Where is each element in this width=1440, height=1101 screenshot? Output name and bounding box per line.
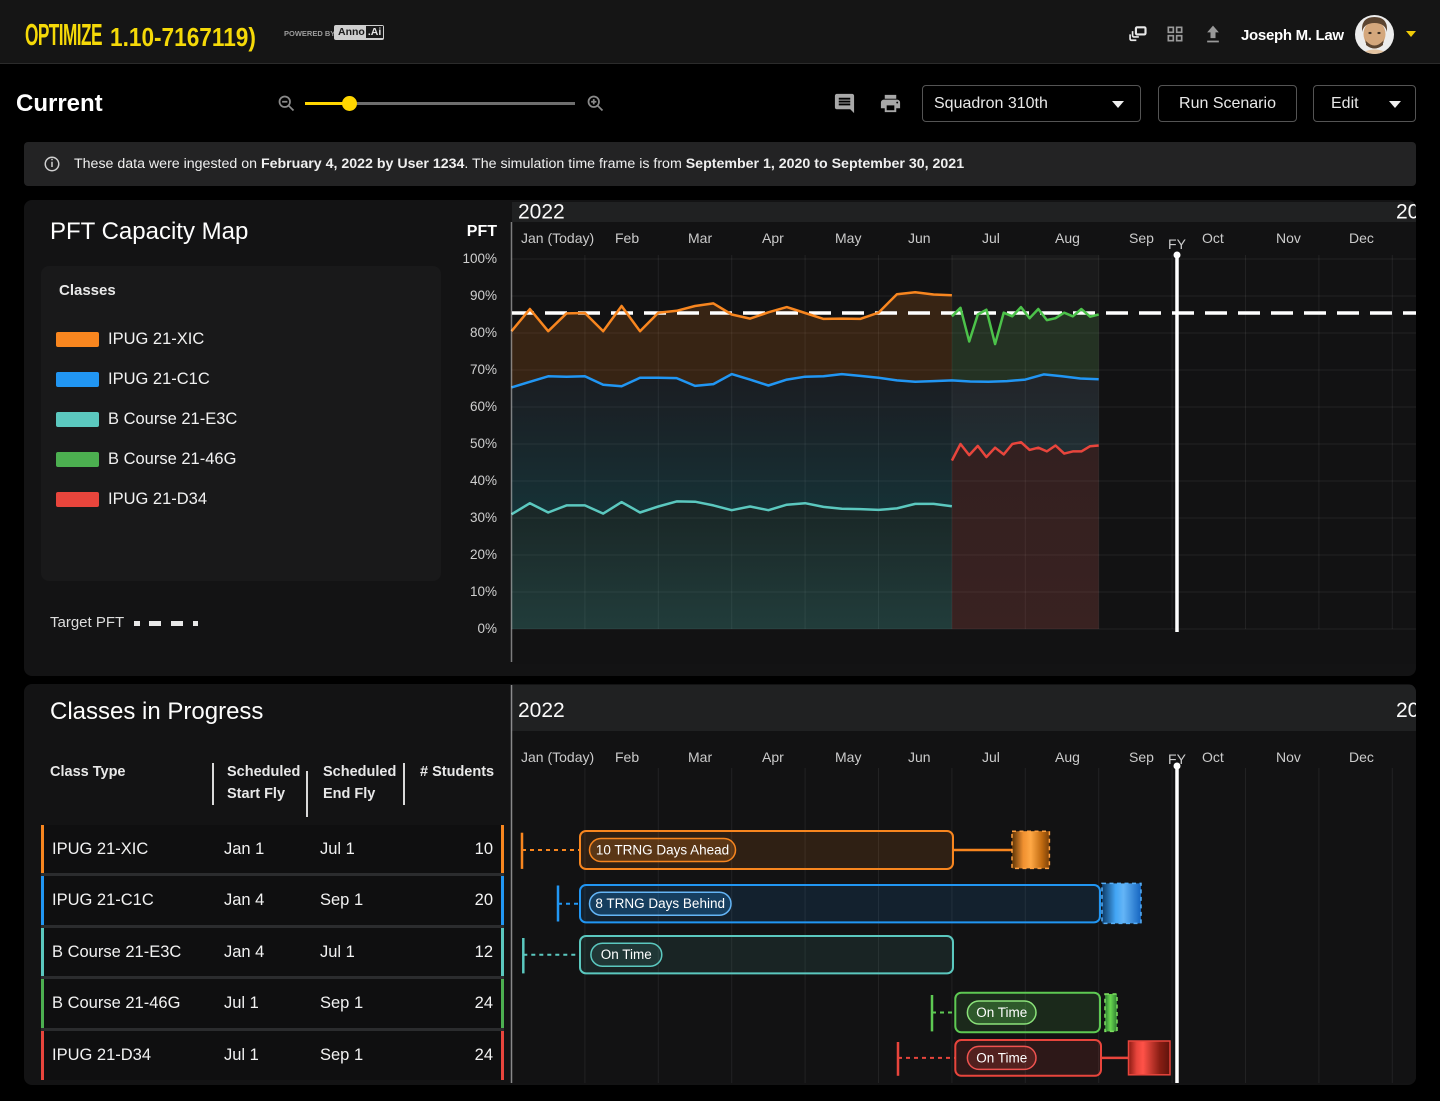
svg-text:10 TRNG Days Ahead: 10 TRNG Days Ahead — [596, 843, 729, 858]
svg-text:8 TRNG Days Behind: 8 TRNG Days Behind — [595, 896, 725, 911]
svg-text:20: 20 — [1396, 699, 1416, 722]
svg-text:Apr: Apr — [762, 230, 784, 246]
svg-text:Jun: Jun — [908, 749, 931, 765]
svg-text:May: May — [835, 749, 861, 765]
svg-text:Oct: Oct — [1202, 230, 1224, 246]
svg-text:Mar: Mar — [688, 230, 712, 246]
svg-text:Jul: Jul — [982, 749, 1000, 765]
svg-text:Apr: Apr — [762, 749, 784, 765]
svg-text:Jan (Today): Jan (Today) — [521, 230, 594, 246]
svg-text:On Time: On Time — [976, 1050, 1027, 1065]
svg-text:Jun: Jun — [908, 230, 931, 246]
svg-text:FY: FY — [1168, 236, 1187, 252]
svg-text:May: May — [835, 230, 861, 246]
svg-text:Feb: Feb — [615, 230, 639, 246]
svg-text:20: 20 — [1396, 201, 1416, 224]
svg-text:Aug: Aug — [1055, 230, 1080, 246]
svg-text:Nov: Nov — [1276, 230, 1301, 246]
svg-text:Mar: Mar — [688, 749, 712, 765]
svg-text:2022: 2022 — [518, 201, 565, 224]
svg-text:2022: 2022 — [518, 699, 565, 722]
svg-text:On Time: On Time — [976, 1005, 1027, 1020]
svg-text:Nov: Nov — [1276, 749, 1301, 765]
svg-text:Feb: Feb — [615, 749, 639, 765]
svg-text:Dec: Dec — [1349, 230, 1374, 246]
svg-text:Jul: Jul — [982, 230, 1000, 246]
svg-text:Dec: Dec — [1349, 749, 1374, 765]
svg-text:Aug: Aug — [1055, 749, 1080, 765]
svg-text:On Time: On Time — [601, 947, 652, 962]
svg-text:Sep: Sep — [1129, 749, 1154, 765]
svg-text:Oct: Oct — [1202, 749, 1224, 765]
svg-text:FY: FY — [1168, 751, 1187, 767]
svg-text:Jan (Today): Jan (Today) — [521, 749, 594, 765]
svg-text:Sep: Sep — [1129, 230, 1154, 246]
